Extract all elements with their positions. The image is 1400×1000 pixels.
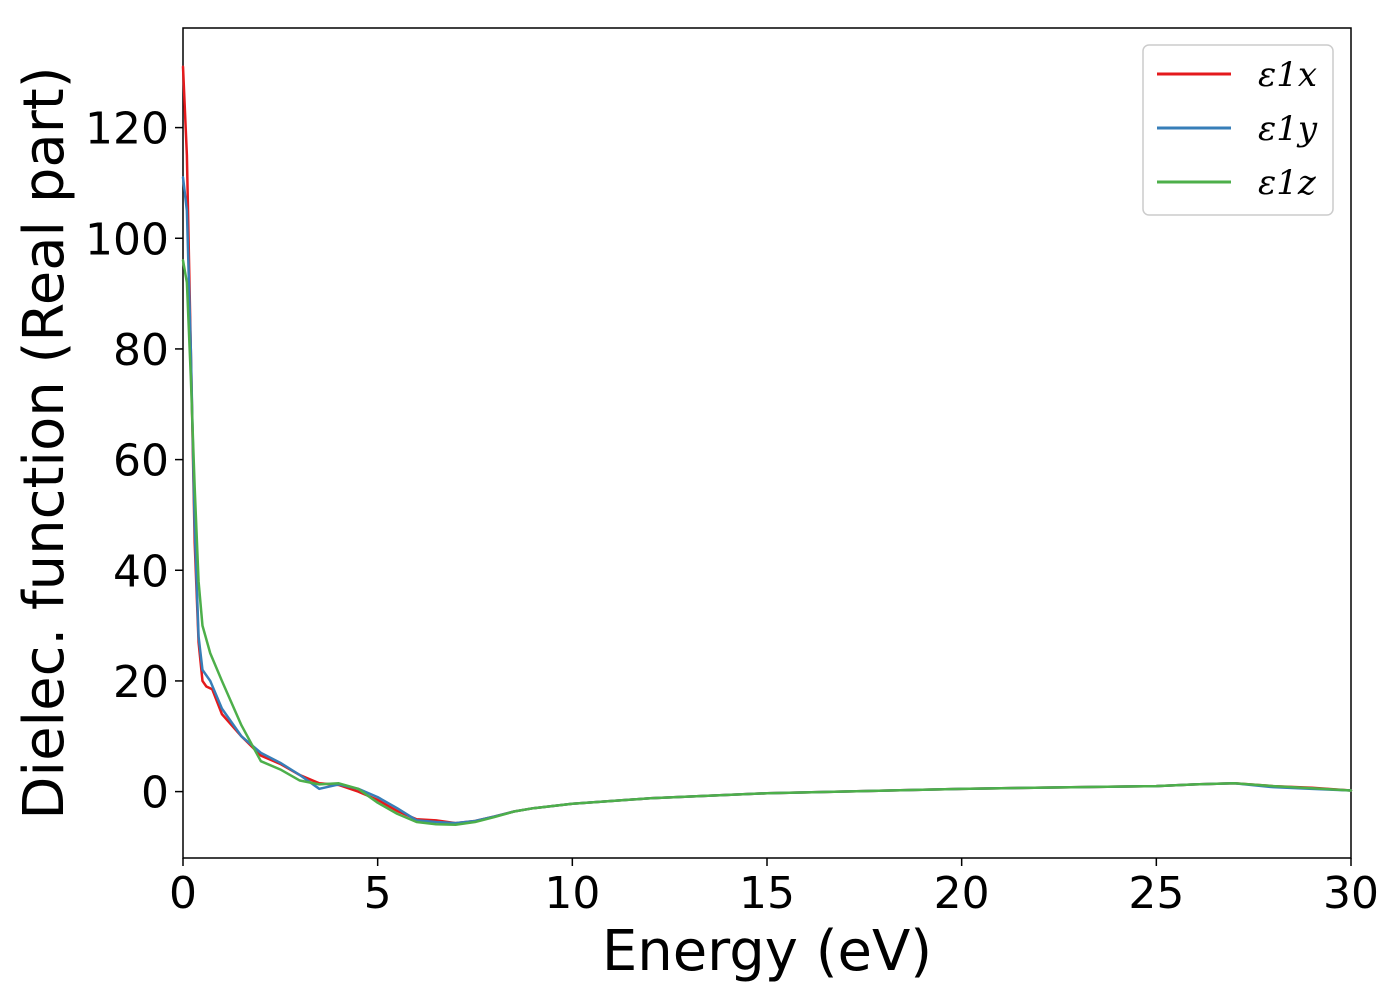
legend-label: ε1z <box>1258 163 1317 203</box>
x-tick-label: 0 <box>169 868 197 919</box>
y-tick-label: 100 <box>85 214 169 265</box>
x-tick-label: 10 <box>544 868 600 919</box>
y-tick-label: 40 <box>113 546 169 597</box>
y-tick-label: 20 <box>113 657 169 708</box>
series-line-3 <box>181 259 1353 827</box>
y-tick-label: 60 <box>113 436 169 487</box>
x-tick-label: 15 <box>739 868 795 919</box>
legend-box <box>1142 44 1334 216</box>
y-axis: 0 20 40 60 80 100 120 <box>85 104 183 819</box>
x-tick-label: 25 <box>1128 868 1184 919</box>
legend: ε1x ε1y ε1z <box>1142 44 1334 216</box>
legend-label: ε1y <box>1258 109 1318 149</box>
legend-label: ε1x <box>1258 55 1317 95</box>
x-tick-label: 30 <box>1323 868 1379 919</box>
y-axis-label: Dielec. function (Real part) <box>12 66 77 819</box>
x-axis: 0 5 10 15 20 25 30 <box>169 858 1379 919</box>
series-lines <box>181 65 1353 827</box>
x-axis-label: Energy (eV) <box>602 919 932 984</box>
x-tick-label: 5 <box>364 868 392 919</box>
y-tick-label: 0 <box>141 768 169 819</box>
x-tick-label: 20 <box>934 868 990 919</box>
y-tick-label: 80 <box>113 325 169 376</box>
y-tick-label: 120 <box>85 104 169 155</box>
